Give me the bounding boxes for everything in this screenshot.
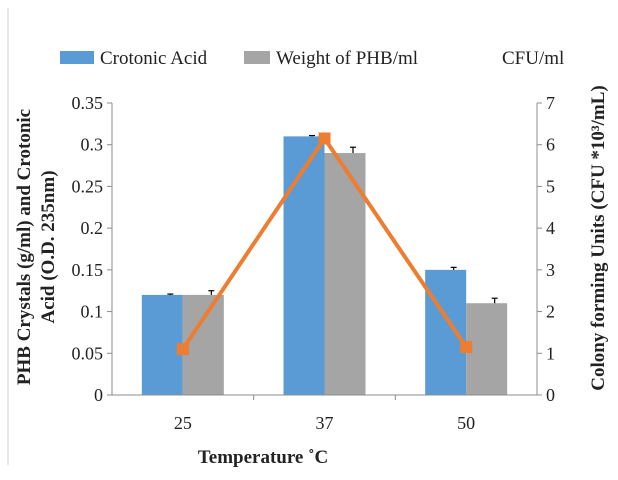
marker-cfu-25 [176, 343, 189, 356]
y2-tick-label: 4 [546, 218, 555, 238]
legend-swatch-crotonic-acid [60, 51, 94, 64]
legend-label-cfu: CFU/ml [502, 48, 564, 69]
bar-crotonic-acid-37 [283, 136, 325, 395]
legend-swatch-phb-weight [244, 51, 270, 64]
y2-tick-label: 0 [546, 385, 555, 405]
bar-weight-of-phb-ml-37 [324, 153, 366, 395]
bar-crotonic-acid-50 [425, 269, 467, 395]
x-tick-label: 50 [457, 413, 475, 433]
y-tick-label: 0 [94, 385, 103, 405]
y-axis-title-line-2: Acid (O.D. 235nm) [38, 170, 59, 323]
y2-tick-label: 5 [546, 176, 555, 196]
x-tick-label: 37 [316, 413, 334, 433]
y-axis-title: PHB Crystals (g/ml) and Crotonic Acid (O… [14, 109, 59, 385]
y2-axis-title: Colony forming Units (CFU *10³/mL) [588, 85, 609, 390]
bar-weight-of-phb-ml-50 [466, 303, 508, 395]
x-axis-title: Temperature ˚C [198, 447, 328, 468]
marker-cfu-50 [460, 341, 473, 354]
y-tick-label: 0.35 [72, 93, 104, 113]
y-tick-label: 0.3 [81, 135, 104, 155]
y-tick-label: 0.2 [81, 218, 104, 238]
plot-area: 0 0.05 0.1 0.15 0.2 0.25 0.3 0.35 0 1 2 3 4 5 6 7 25 37 50 [72, 93, 556, 433]
bar-crotonic-acid-25 [141, 294, 183, 395]
legend-label-crotonic-acid: Crotonic Acid [100, 48, 208, 69]
y2-tick-label: 6 [546, 135, 555, 155]
y2-axis-title-group: Colony forming Units (CFU *10³/mL) [588, 85, 609, 390]
y-tick-label: 0.05 [72, 343, 104, 363]
bar-weight-of-phb-ml-25 [182, 294, 224, 395]
x-tick-label: 25 [174, 413, 192, 433]
y-tick-label: 0.25 [72, 176, 104, 196]
legend: Crotonic Acid Weight of PHB/ml CFU/ml [60, 48, 564, 69]
marker-cfu-37 [318, 132, 331, 145]
legend-label-phb-weight: Weight of PHB/ml [276, 48, 418, 69]
y-axis-title-line-1: PHB Crystals (g/ml) and Crotonic [14, 109, 35, 385]
y-tick-label: 0.15 [72, 260, 104, 280]
y2-tick-label: 1 [546, 343, 555, 363]
y2-tick-label: 3 [546, 260, 555, 280]
y2-tick-label: 7 [546, 93, 555, 113]
y-tick-label: 0.1 [81, 302, 104, 322]
y2-tick-label: 2 [546, 302, 555, 322]
